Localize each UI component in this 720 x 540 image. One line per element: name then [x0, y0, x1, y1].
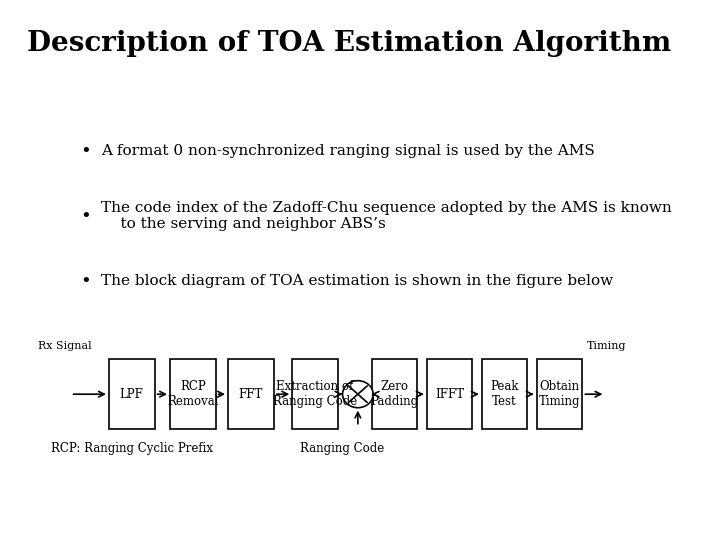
FancyBboxPatch shape [536, 359, 582, 429]
Text: The block diagram of TOA estimation is shown in the figure below: The block diagram of TOA estimation is s… [102, 274, 613, 288]
Circle shape [343, 381, 373, 408]
Text: Extraction of
Ranging Code: Extraction of Ranging Code [273, 380, 357, 408]
Text: Description of TOA Estimation Algorithm: Description of TOA Estimation Algorithm [27, 30, 671, 57]
Text: A format 0 non-synchronized ranging signal is used by the AMS: A format 0 non-synchronized ranging sign… [102, 144, 595, 158]
Text: Zero
Padding: Zero Padding [371, 380, 418, 408]
Text: RCP: Ranging Cyclic Prefix: RCP: Ranging Cyclic Prefix [50, 442, 212, 455]
FancyBboxPatch shape [228, 359, 274, 429]
FancyBboxPatch shape [372, 359, 418, 429]
Text: Ranging Code: Ranging Code [300, 442, 384, 455]
Text: Rx Signal: Rx Signal [37, 341, 91, 351]
Text: LPF: LPF [120, 388, 144, 401]
FancyBboxPatch shape [426, 359, 472, 429]
FancyBboxPatch shape [292, 359, 338, 429]
Text: FFT: FFT [239, 388, 263, 401]
FancyBboxPatch shape [482, 359, 528, 429]
Text: Obtain
Timing: Obtain Timing [539, 380, 580, 408]
Text: RCP
Removal: RCP Removal [167, 380, 219, 408]
Text: Peak
Test: Peak Test [490, 380, 519, 408]
Text: IFFT: IFFT [435, 388, 464, 401]
FancyBboxPatch shape [109, 359, 155, 429]
Text: The code index of the Zadoff-Chu sequence adopted by the AMS is known
    to the: The code index of the Zadoff-Chu sequenc… [102, 201, 672, 231]
Text: •: • [81, 207, 91, 225]
Text: Timing: Timing [587, 341, 626, 351]
Text: •: • [81, 272, 91, 290]
FancyBboxPatch shape [170, 359, 216, 429]
Text: •: • [81, 142, 91, 160]
